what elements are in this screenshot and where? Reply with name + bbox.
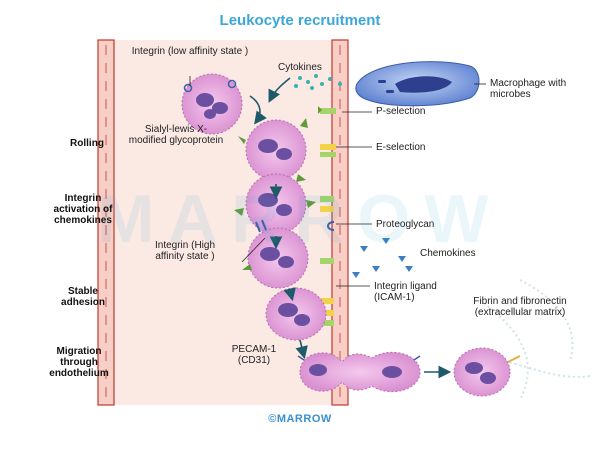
label-integrin-low: Integrin (low affinity state )	[131, 46, 249, 57]
macrophage-cell	[355, 61, 480, 107]
ecm-fibers	[479, 279, 591, 401]
leukocyte-5	[265, 287, 327, 341]
cytokine-dots	[294, 74, 342, 90]
leukocyte-1	[181, 73, 243, 135]
label-chemokines: Chemokines	[420, 248, 476, 259]
leukocyte-6-migrating	[297, 351, 421, 393]
leukocyte-4	[242, 219, 309, 289]
footer-copyright: ©MARROW	[268, 413, 332, 425]
label-p-selection: P-selection	[376, 106, 426, 117]
stage-label-migration: Migration through endothelium	[49, 346, 109, 379]
label-sialyl-lewis: Sialyl-lewis X-modified glycoprotein	[128, 124, 224, 146]
label-e-selection: E-selection	[376, 142, 426, 153]
label-macrophage: Macrophage with microbes	[490, 78, 567, 100]
adhesion-molecules	[320, 196, 335, 326]
stage-label-stable-adhesion: Stable adhesion	[61, 286, 105, 308]
label-cytokines: Cytokines	[278, 62, 322, 73]
watermark: MARROW	[97, 181, 503, 257]
leukocyte-7-tissue	[453, 347, 521, 397]
label-integrin-ligand: Integrin ligand (ICAM-1)	[374, 281, 437, 303]
diagram-title: Leukocyte recruitment	[219, 12, 381, 29]
stage-label-rolling: Rolling	[70, 138, 104, 149]
e-selectin-marker	[320, 144, 336, 157]
chemokine-glyphs	[352, 238, 413, 278]
stage-label-integrin-activation: Integrin activation of chemokines	[53, 193, 113, 226]
label-fibrin: Fibrin and fibronectin (extracellular ma…	[473, 296, 567, 318]
leader-lines	[189, 76, 486, 287]
p-selectin-marker	[318, 106, 336, 114]
label-pecam: PECAM-1 (CD31)	[231, 344, 277, 366]
left-vessel-wall	[97, 39, 115, 406]
leukocyte-3	[234, 173, 316, 235]
flow-arrows	[249, 77, 452, 379]
leukocyte-2	[238, 118, 308, 182]
label-proteoglycan: Proteoglycan	[376, 219, 435, 230]
label-integrin-high: Integrin (High affinity state )	[154, 240, 216, 262]
